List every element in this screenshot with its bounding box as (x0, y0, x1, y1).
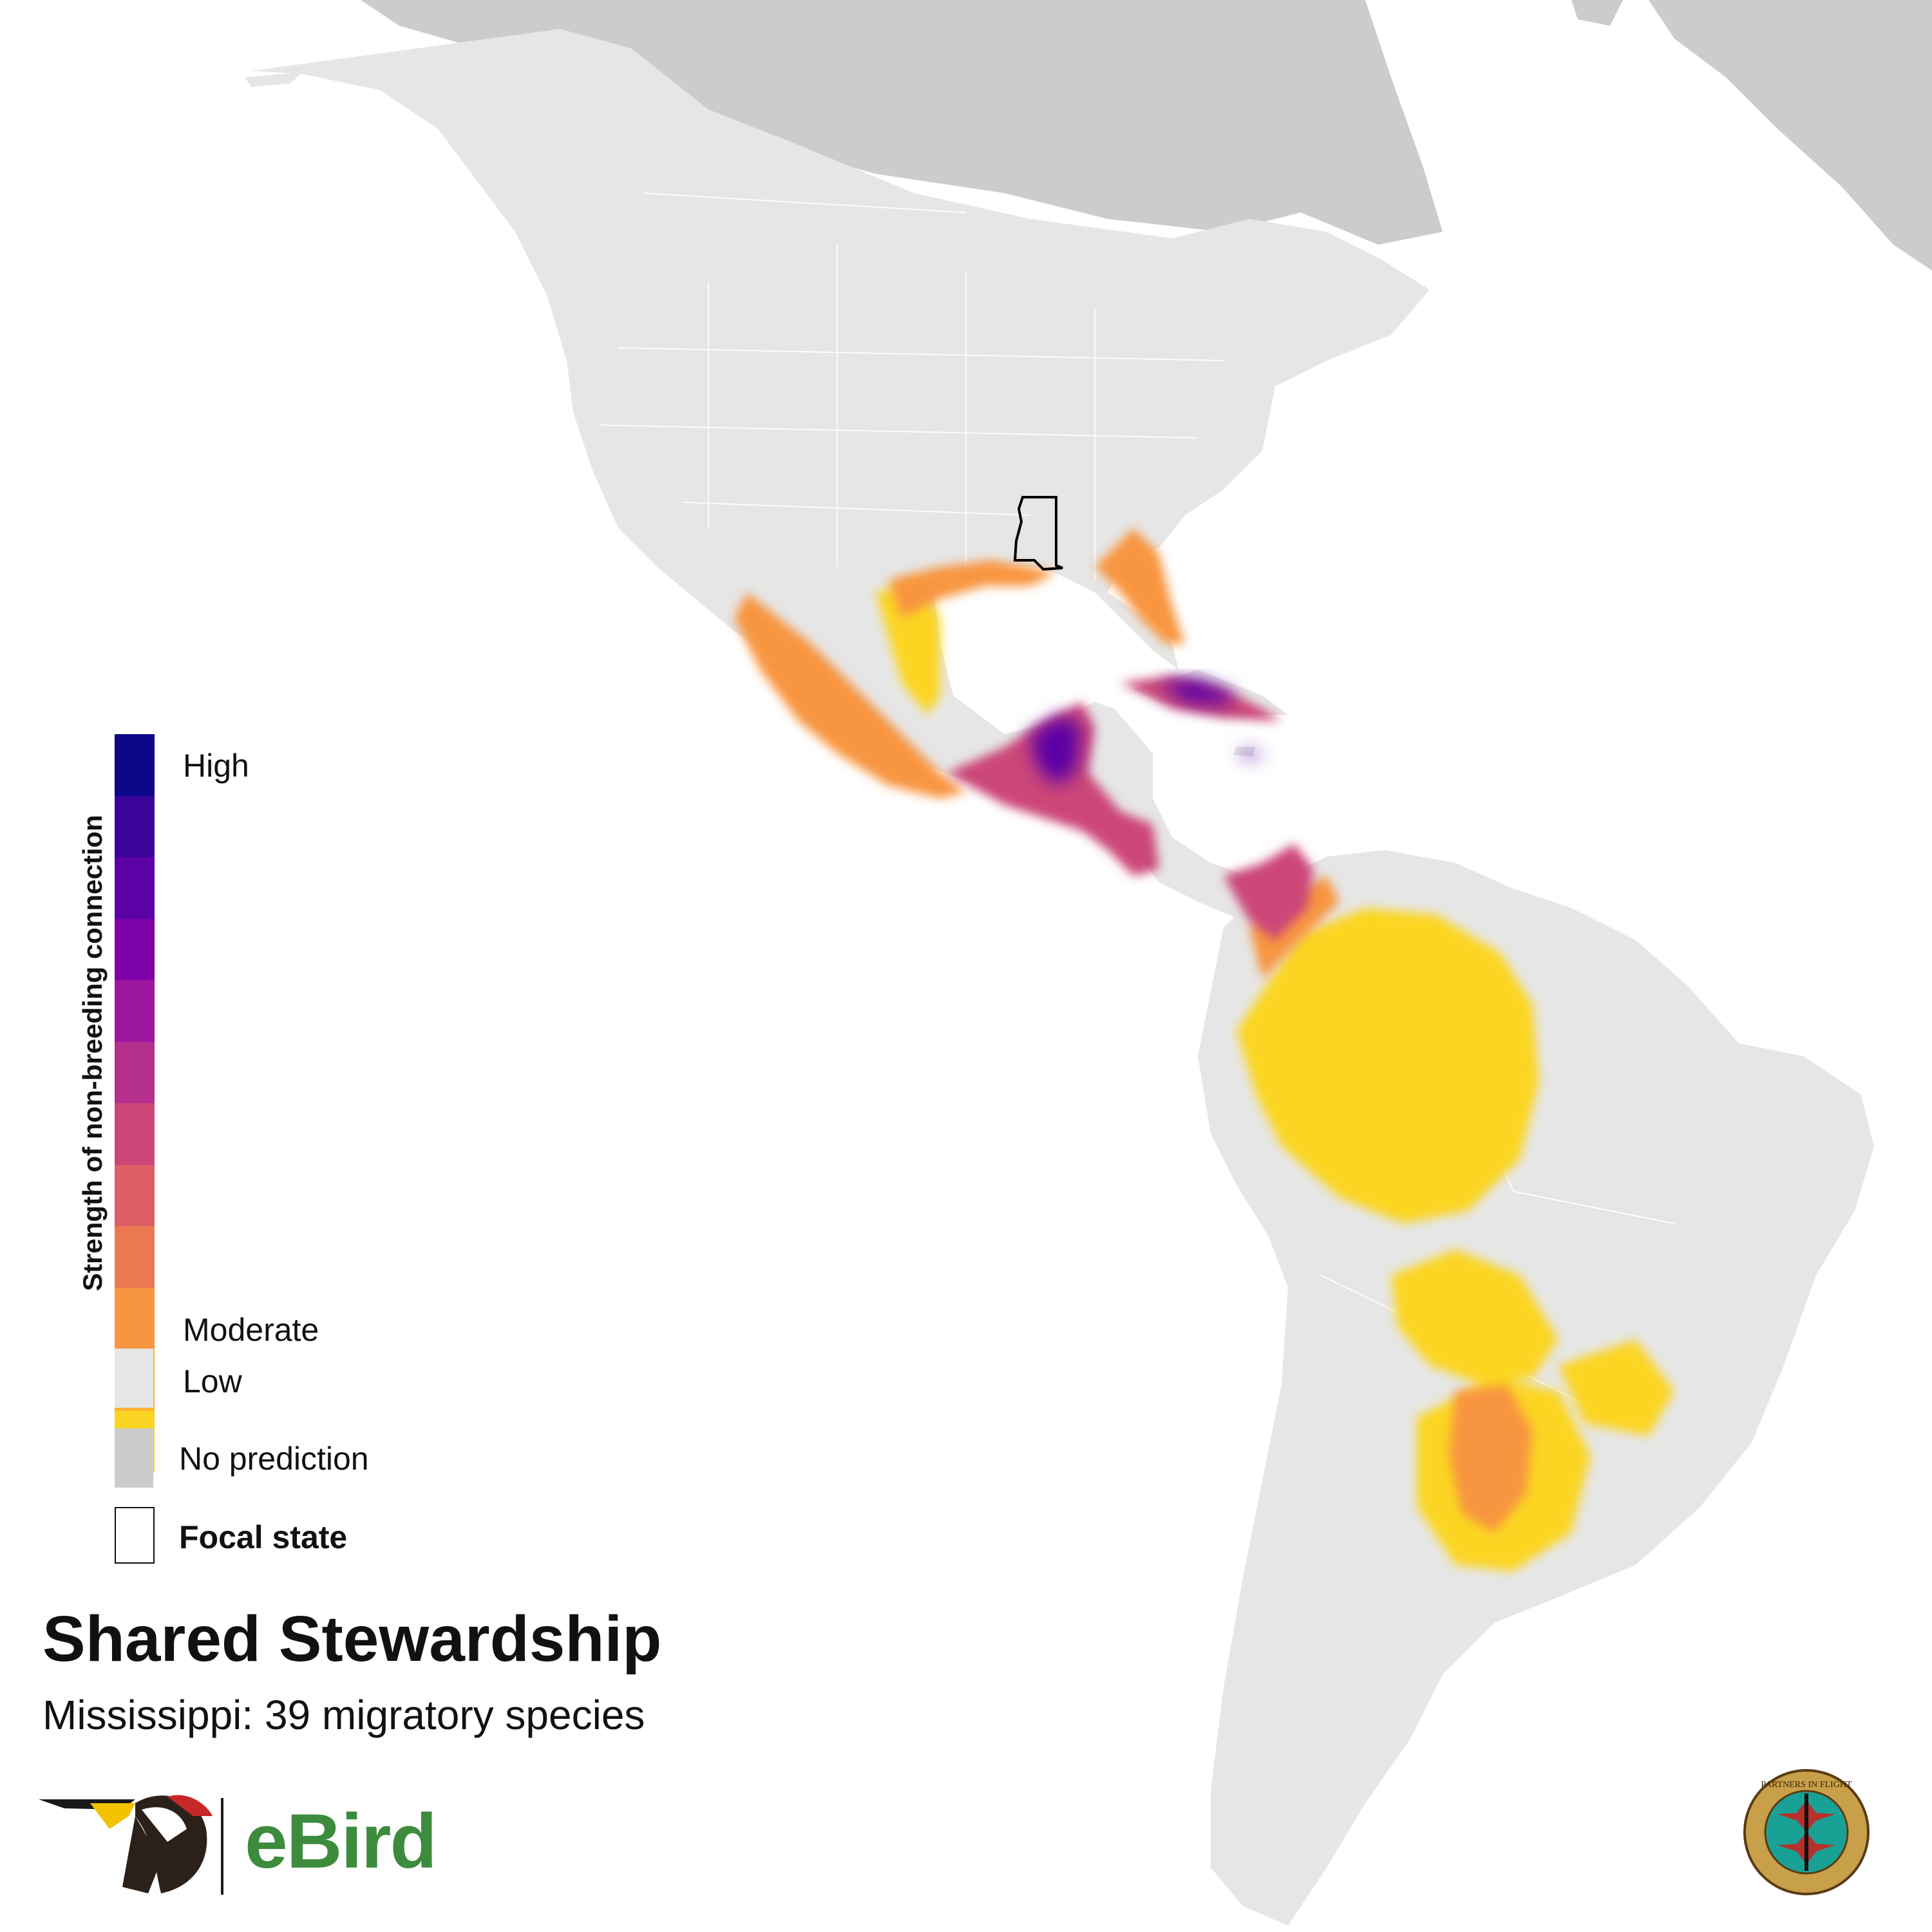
connection-orange (734, 528, 1533, 1533)
legend-low-swatch (115, 1349, 153, 1408)
focal-state-outline (1013, 496, 1063, 571)
aleutian-islands (245, 72, 303, 87)
legend-ramp-step (115, 1041, 155, 1103)
legend-focal-swatch (115, 1507, 155, 1564)
legend-low-label: Low (183, 1363, 242, 1399)
connection-high (1030, 679, 1262, 786)
legend-ramp-step (115, 795, 155, 857)
pif-seal-text: PARTNERS IN FLIGHT (1761, 1780, 1852, 1790)
legend-no-prediction-swatch (115, 1428, 153, 1488)
legend-ramp-step (115, 918, 155, 980)
page-subtitle: Mississippi: 39 migratory species (43, 1692, 645, 1738)
admin-boundaries (598, 193, 1675, 1417)
legend-ramp-step (115, 734, 155, 796)
legend-ramp-step (115, 980, 155, 1042)
logo-divider (221, 1798, 223, 1895)
partners-in-flight-seal: PARTNERS IN FLIGHT (1743, 1769, 1870, 1895)
legend-ramp-step (115, 1103, 155, 1165)
legend-ramp-step (115, 1226, 155, 1288)
legend-ramp-step (115, 1164, 155, 1226)
legend-no-prediction-label: No prediction (179, 1441, 369, 1477)
legend-focal-label: Focal state (179, 1519, 348, 1555)
ebird-woodpecker-logo (39, 1795, 213, 1893)
legend-moderate-label: Moderate (183, 1312, 319, 1348)
legend-high-label: High (183, 748, 249, 784)
legend-ramp-step (115, 857, 155, 919)
legend-ramp-step (115, 1287, 155, 1349)
ebird-wordmark: eBird (245, 1798, 437, 1884)
page-title: Shared Stewardship (43, 1603, 662, 1675)
